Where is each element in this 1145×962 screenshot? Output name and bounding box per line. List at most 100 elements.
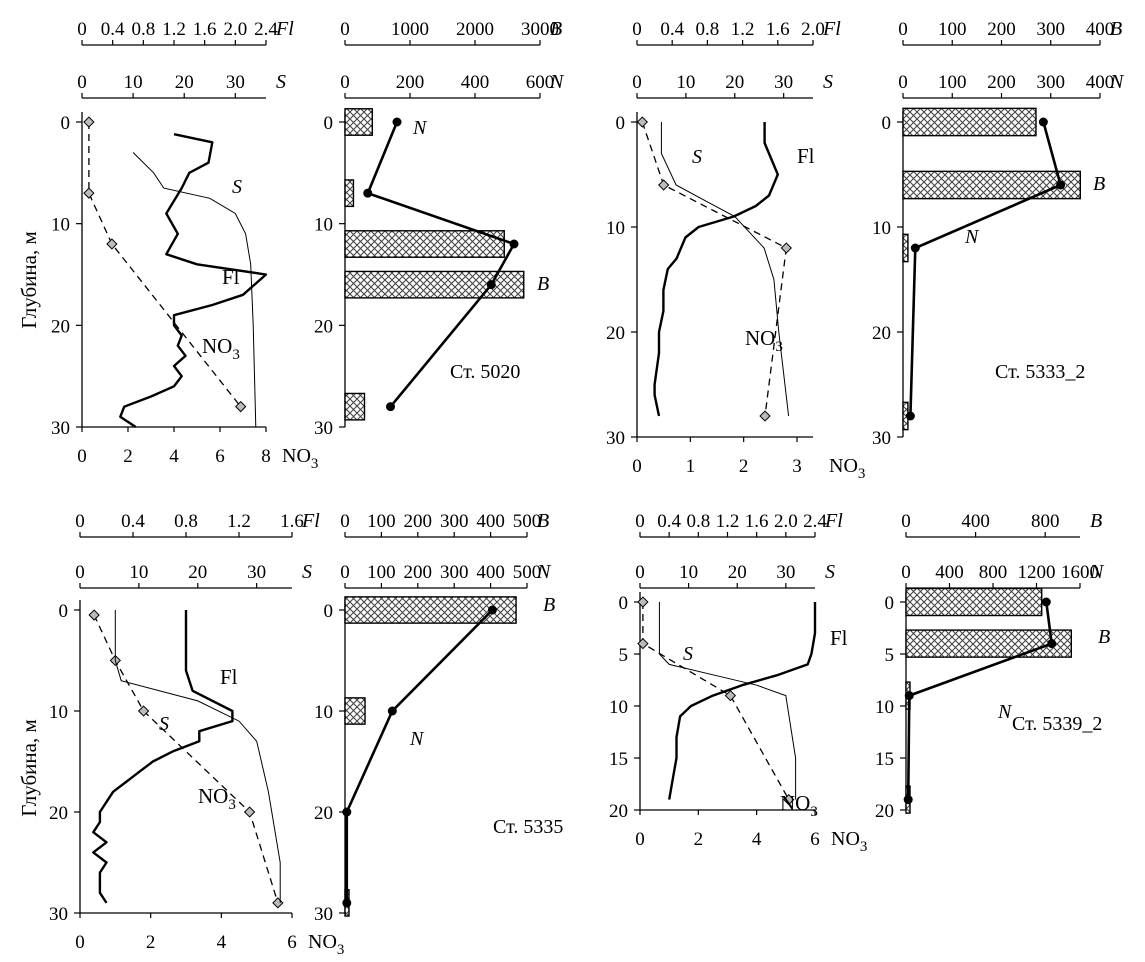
b-tick-label: 200 [404, 511, 433, 532]
b-tick-label: 0 [340, 19, 350, 40]
n-tick-label: 100 [938, 72, 967, 93]
depth-tick-label: 10 [314, 215, 333, 236]
depth-tick-label: 20 [609, 801, 628, 822]
no3-axis-name: NO3 [829, 455, 865, 482]
fl-tick-label: 0.8 [131, 19, 155, 40]
b-bar [905, 629, 1073, 658]
no3-point [235, 401, 247, 413]
n-tick-label: 200 [396, 72, 425, 93]
no3-point [658, 179, 670, 191]
no3-tick-label: 0 [77, 446, 87, 467]
n-tick-label: 400 [1086, 72, 1115, 93]
depth-tick-label: 0 [885, 593, 895, 614]
no3-subscript: 3 [860, 839, 868, 855]
n-point [904, 691, 914, 701]
depth-tick-label: 30 [314, 904, 333, 925]
n-point [1038, 117, 1048, 127]
n-tick-label: 400 [935, 562, 964, 583]
fl-tick-label: 1.2 [227, 511, 251, 532]
b-tick-label: 300 [440, 511, 469, 532]
fl-tick-label: 1.6 [280, 511, 304, 532]
no3-subscript: 3 [228, 797, 236, 813]
depth-tick-label: 20 [875, 801, 894, 822]
n-point [342, 898, 352, 908]
n-tick-label: 0 [340, 562, 350, 583]
depth-tick-label: 10 [314, 702, 333, 723]
no3-point [780, 242, 792, 254]
b-bar [902, 107, 1037, 137]
fl-tick-label: 2.4 [254, 19, 278, 40]
fl-tick-label: 0 [75, 511, 85, 532]
no3-point [88, 609, 100, 621]
fl-tick-label: 1.6 [766, 19, 790, 40]
n-curve-label: N [997, 701, 1013, 723]
no3-axis-name: NO3 [831, 828, 867, 855]
n-point [386, 402, 395, 412]
fl-tick-label: 1.2 [162, 19, 186, 40]
no3-curve [88, 122, 242, 408]
s-tick-label: 0 [75, 562, 85, 583]
b-bar [902, 170, 1082, 200]
fl-tick-label: 2.0 [774, 511, 798, 532]
s-tick-label: 10 [676, 72, 695, 93]
n-tick-label: 0 [901, 562, 911, 583]
fl-tick-label: 1.6 [193, 19, 217, 40]
no3-axis-name: NO3 [308, 931, 344, 958]
station-label: Ст. 5335 [493, 816, 563, 838]
depth-tick-label: 20 [314, 316, 333, 337]
n-point [1056, 180, 1066, 190]
s-tick-label: 20 [728, 562, 747, 583]
depth-tick-label: 20 [51, 316, 70, 337]
n-tick-label: 0 [340, 72, 350, 93]
depth-tick-label: 20 [606, 323, 625, 344]
s-curve-label: S [159, 713, 169, 735]
n-point [392, 117, 402, 127]
fl-axis-name: Fl [822, 18, 841, 40]
fl-tick-label: 1.6 [745, 511, 769, 532]
depth-tick-label: 30 [872, 428, 891, 449]
s-tick-label: 0 [635, 562, 645, 583]
s-tick-label: 20 [175, 72, 194, 93]
station-label: Ст. 5333_2 [995, 361, 1085, 383]
no3-tick-label: 6 [287, 932, 297, 953]
no3-subscript: 3 [311, 456, 319, 472]
depth-tick-label: 20 [314, 803, 333, 824]
n-point [363, 188, 373, 198]
fl-tick-label: 2.0 [223, 19, 247, 40]
s-tick-label: 30 [774, 72, 793, 93]
b-bar [344, 108, 373, 136]
no3-subscript: 3 [810, 804, 818, 820]
b-tick-label: 100 [367, 511, 396, 532]
depth-tick-label: 10 [51, 215, 70, 236]
no3-point [637, 596, 649, 608]
n-curve [906, 601, 1054, 800]
fl-tick-label: 0.4 [121, 511, 145, 532]
no3-curve-label: NO3 [745, 326, 783, 355]
no3-point [106, 238, 118, 250]
b-bar [344, 230, 505, 258]
b-bar [902, 233, 909, 263]
s-tick-label: 30 [247, 562, 266, 583]
b-axis-name: B [550, 18, 562, 40]
s-tick-label: 10 [679, 562, 698, 583]
s-curve-label: S [683, 643, 693, 665]
fl-tick-label: 0.4 [657, 511, 681, 532]
no3-subscript: 3 [337, 942, 345, 958]
depth-tick-label: 30 [49, 904, 68, 925]
n-tick-label: 400 [476, 562, 505, 583]
no3-curve-label: NO3 [198, 784, 236, 813]
s-curve [114, 610, 281, 903]
b-tick-label: 100 [938, 19, 967, 40]
depth-tick-label: 30 [606, 428, 625, 449]
s-curve-label: S [232, 176, 242, 198]
n-axis-name: N [536, 561, 552, 583]
no3-point [83, 116, 95, 128]
fl-tick-label: 0 [635, 511, 645, 532]
depth-tick-label: 0 [61, 113, 71, 134]
no3-subscript: 3 [858, 466, 866, 482]
s-tick-label: 20 [725, 72, 744, 93]
